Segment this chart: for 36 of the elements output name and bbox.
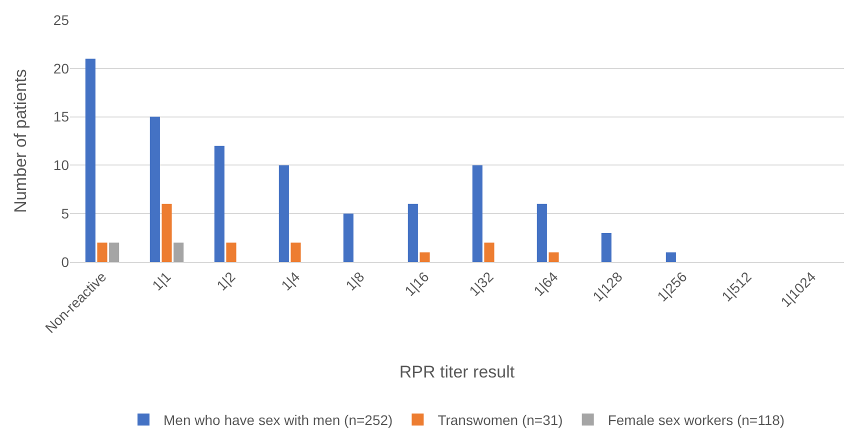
bar [343, 214, 354, 262]
legend-label: Transwomen (n=31) [438, 412, 563, 428]
legend-label: Men who have sex with men (n=252) [164, 412, 393, 428]
bar [536, 204, 547, 262]
x-tick-label: 1|2 [213, 268, 238, 294]
x-tick-label: 1|4 [278, 268, 303, 294]
bar [601, 232, 612, 262]
y-tick-label: 0 [61, 254, 70, 270]
bar [85, 58, 96, 262]
bar [174, 242, 184, 262]
bar [214, 146, 224, 262]
bar [408, 204, 418, 262]
bar [278, 165, 289, 262]
bar [472, 165, 482, 262]
bar [484, 242, 494, 262]
x-tick-label: 1|32 [466, 268, 496, 299]
bar [162, 204, 172, 262]
y-tick-label: 25 [53, 12, 70, 28]
y-tick-label: 15 [53, 108, 70, 125]
bar [666, 252, 676, 262]
bar [226, 242, 236, 262]
y-axis-title: Number of patients [11, 69, 30, 213]
x-tick-label: 1|8 [342, 268, 368, 294]
y-tick-label: 20 [53, 60, 70, 76]
bar [420, 252, 430, 262]
y-tick-label: 10 [53, 157, 70, 174]
bar [150, 116, 160, 262]
legend-label: Female sex workers (n=118) [608, 412, 785, 428]
x-tick-label: 1|1 [148, 268, 174, 294]
bar [290, 242, 301, 262]
x-axis-title: RPR titer result [399, 362, 515, 382]
y-tick-label: 5 [61, 206, 70, 222]
bar [109, 242, 120, 262]
bar [548, 252, 559, 262]
x-tick-label: 1|16 [401, 268, 432, 299]
bar [97, 242, 108, 262]
